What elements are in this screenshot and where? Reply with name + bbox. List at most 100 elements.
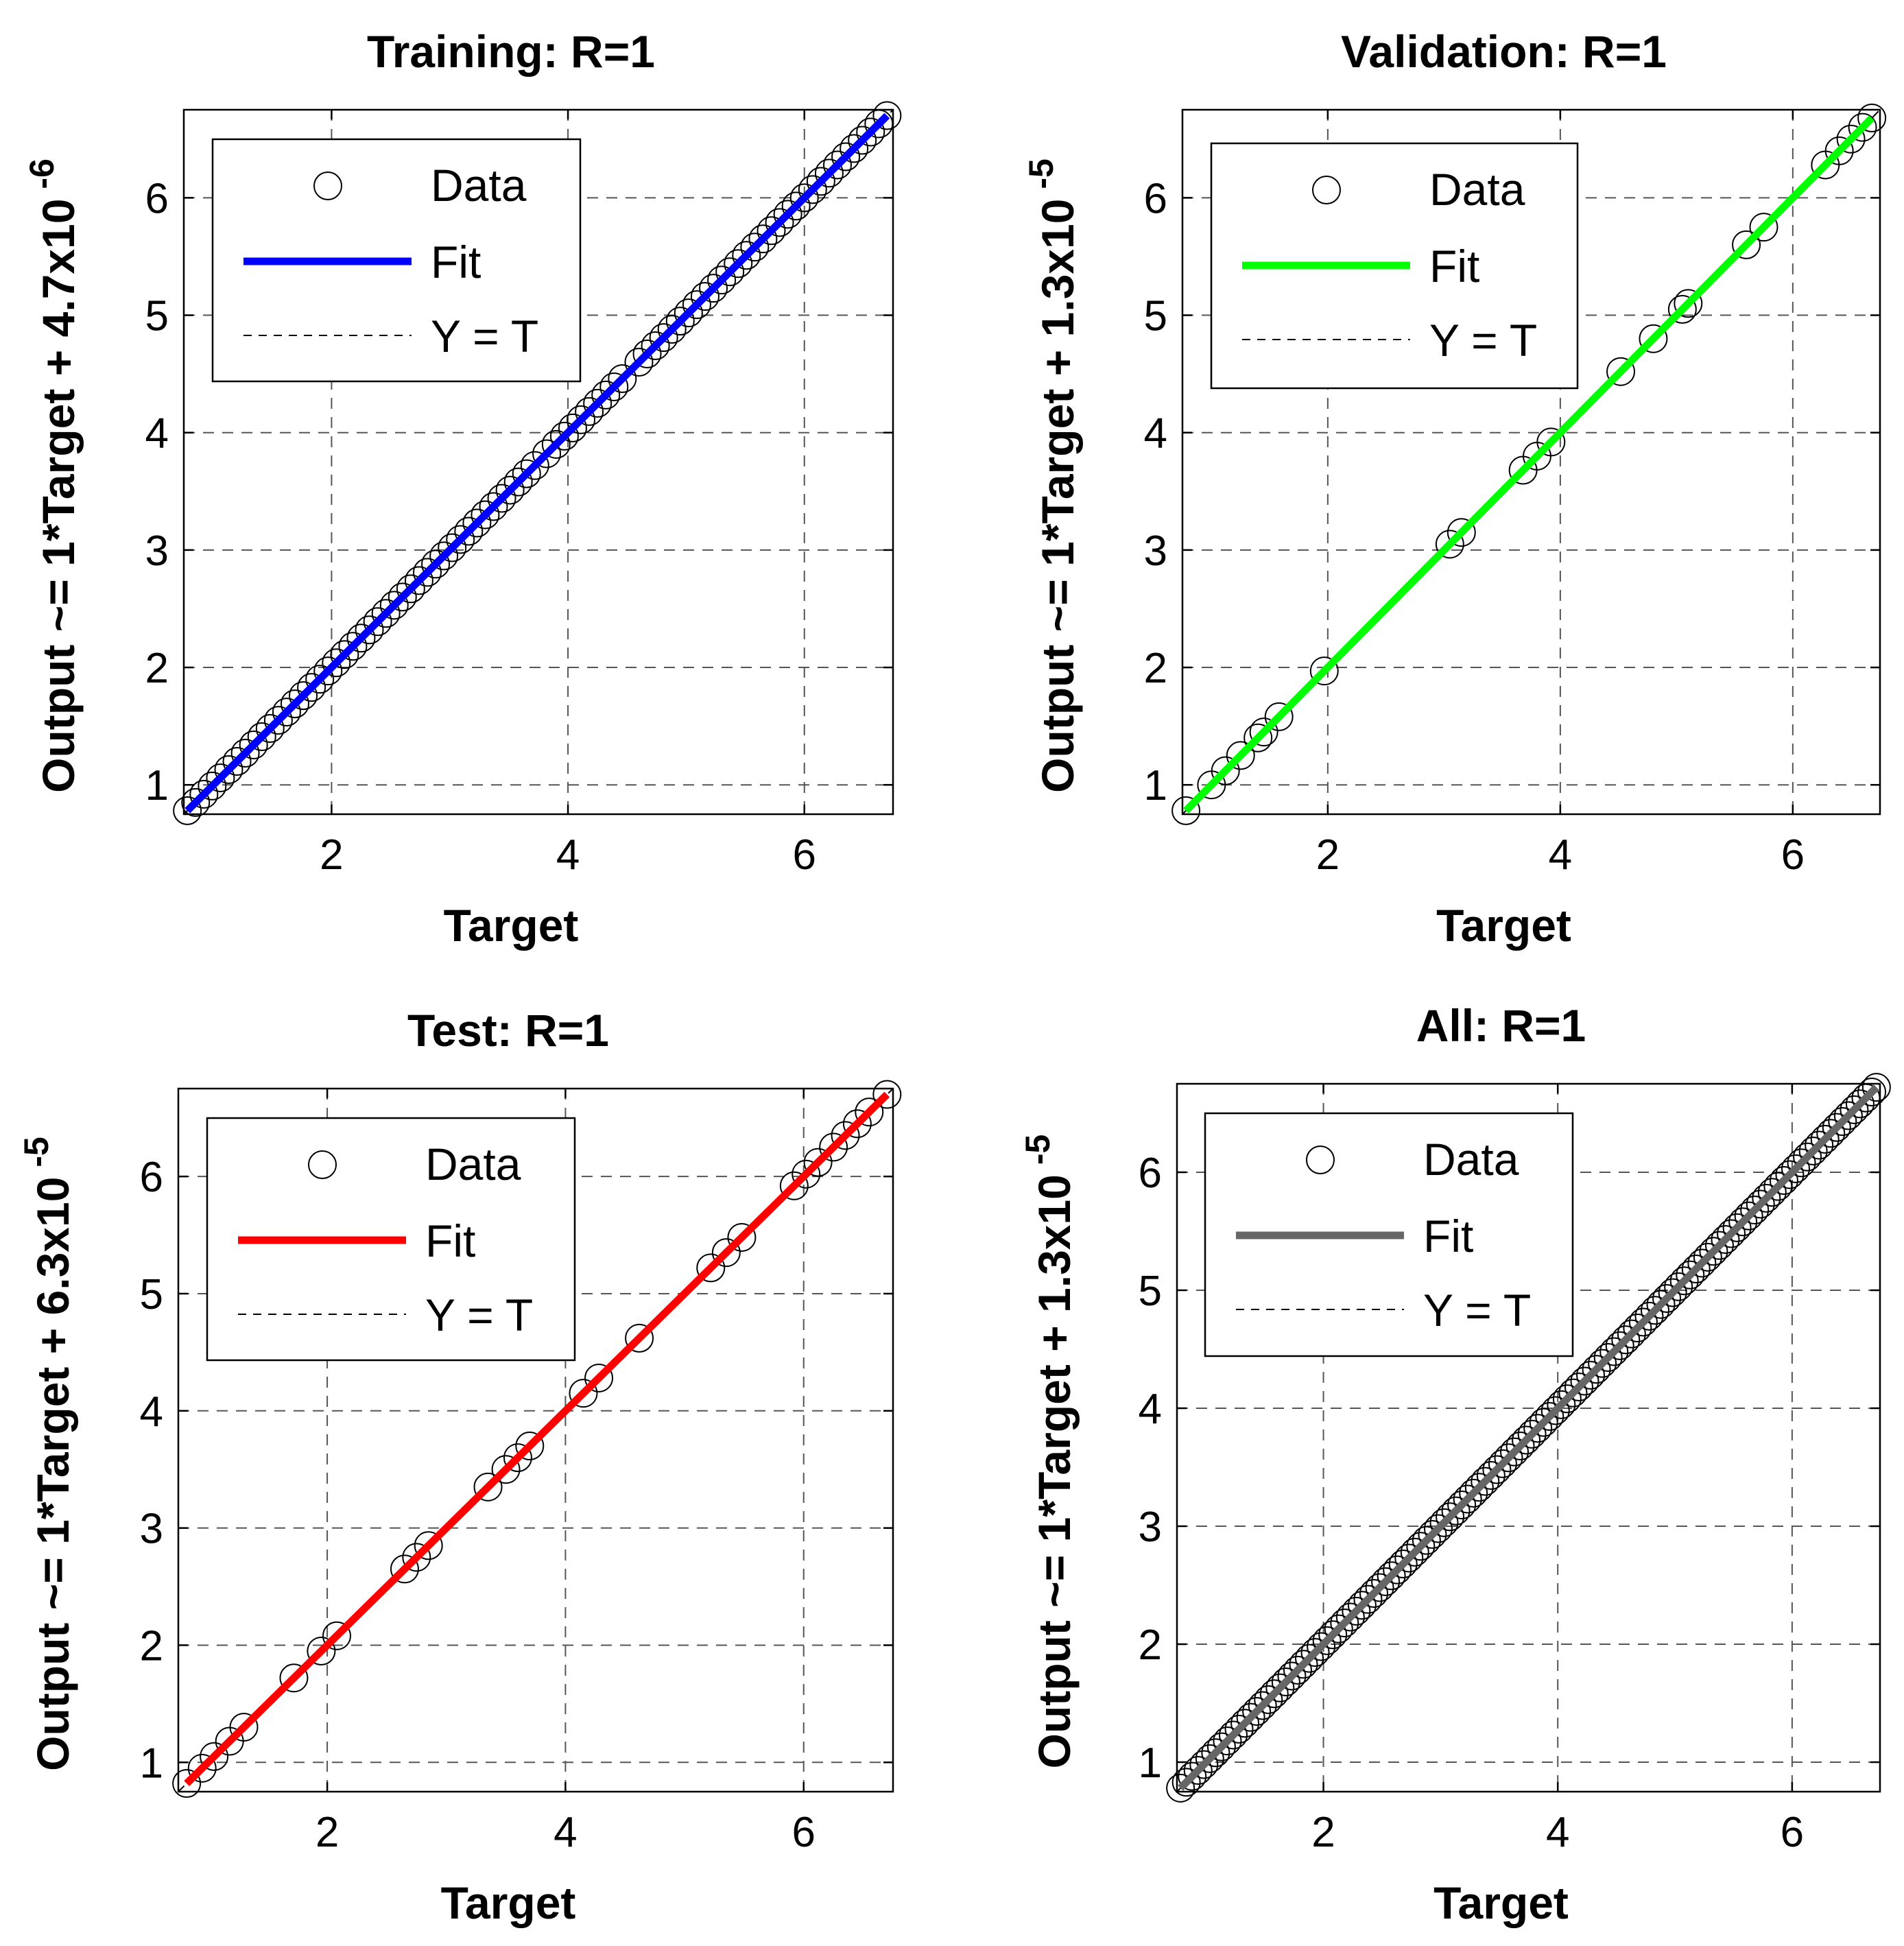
data-point [272,698,301,727]
data-point [1734,1201,1763,1231]
data-point [1289,1650,1318,1679]
data-point [222,746,252,776]
data-point [1400,1537,1429,1567]
data-point [1588,1349,1617,1378]
legend-data-marker [1312,176,1341,204]
data-point [396,574,425,604]
data-point [532,439,562,468]
y-tick-label: 2 [1139,1622,1162,1669]
data-point [724,249,753,278]
legend-data-marker [313,171,342,200]
data-point [1365,1573,1394,1602]
data-point [1436,1502,1465,1532]
data-point [1740,1196,1770,1225]
data-point [779,1171,809,1200]
data-point [1646,1290,1676,1319]
data-point [1857,103,1887,132]
y-tick-label: 3 [140,1506,163,1553]
y-tick-label: 1 [145,762,169,809]
data-point [491,1455,521,1484]
data-point [454,517,484,546]
y-axis-label-exponent: -5 [17,1137,56,1167]
legend-identity-label: Y = T [1429,315,1537,366]
data-point [1441,1496,1471,1526]
data-point [599,372,629,401]
data-point [1540,1396,1570,1425]
data-point [1300,1638,1330,1668]
data-point [1243,723,1273,752]
data-point [263,706,293,735]
data-point [1722,1213,1752,1242]
data-point [831,1121,860,1150]
data-point [279,1663,309,1693]
data-point [1641,1296,1669,1325]
data-point [313,656,343,686]
data-point [1418,1520,1447,1550]
data-point [781,191,811,221]
y-tick-label: 6 [1144,175,1167,222]
data-point [1693,1242,1722,1272]
legend-fit-label: Fit [1423,1211,1473,1261]
data-point [1435,530,1464,559]
data-point [1845,1089,1875,1119]
data-point [1464,1473,1494,1502]
data-point [848,126,877,155]
data-point [696,1253,726,1283]
legend-identity-label: Y = T [1423,1285,1531,1336]
data-point [172,1769,202,1799]
data-point [1324,1614,1353,1644]
data-point [473,1472,503,1502]
data-point [1224,1714,1254,1744]
x-tick-label: 6 [1781,1809,1804,1856]
data-point [307,1636,336,1665]
data-point [1564,1373,1593,1402]
legend-data-marker [308,1150,337,1179]
data-point [823,150,853,180]
data-point [1482,1455,1512,1484]
data-point [632,340,662,369]
y-tick-label: 6 [140,1154,163,1201]
x-tick-label: 4 [554,1809,577,1856]
data-point [1500,1437,1529,1467]
data-point [657,315,687,344]
fit-line [1178,1084,1879,1791]
data-point [856,117,885,147]
data-point [583,388,612,418]
x-tick-label: 4 [556,831,580,879]
data-point [1476,1461,1506,1491]
fit-line [184,1091,890,1786]
data-point [665,307,695,336]
data-point [1359,1579,1388,1609]
data-point [1259,1679,1289,1709]
data-point [1749,213,1778,242]
y-axis-label: Output ~= 1*Target + 6.3x10 -5 [17,1137,78,1771]
data-point [289,681,318,711]
data-point [1664,1272,1693,1301]
data-point [1816,1119,1846,1148]
data-point [549,421,579,451]
y-tick-label: 5 [1144,293,1167,340]
data-point [1512,1425,1541,1455]
data-point [413,558,442,587]
data-point [487,484,516,513]
data-point [1810,1124,1840,1154]
y-tick-label: 6 [145,175,169,222]
data-point [330,640,359,669]
y-tick-label: 4 [1144,410,1167,458]
data-point [515,1432,545,1461]
legend-data-label: Data [1429,164,1525,215]
data-point [1330,1609,1359,1638]
data-point [520,451,549,480]
data-point [707,265,737,295]
data-point [1447,1491,1477,1520]
y-tick-label: 5 [140,1271,163,1318]
data-point [831,142,861,171]
chart-title: All: R=1 [1416,1000,1586,1051]
data-point [1178,1761,1207,1791]
data-point [1309,656,1339,686]
legend-data-label: Data [425,1139,521,1189]
data-point [1687,1248,1717,1278]
data-point [1219,1720,1248,1750]
data-point [189,779,219,809]
data-point [1201,1738,1230,1768]
